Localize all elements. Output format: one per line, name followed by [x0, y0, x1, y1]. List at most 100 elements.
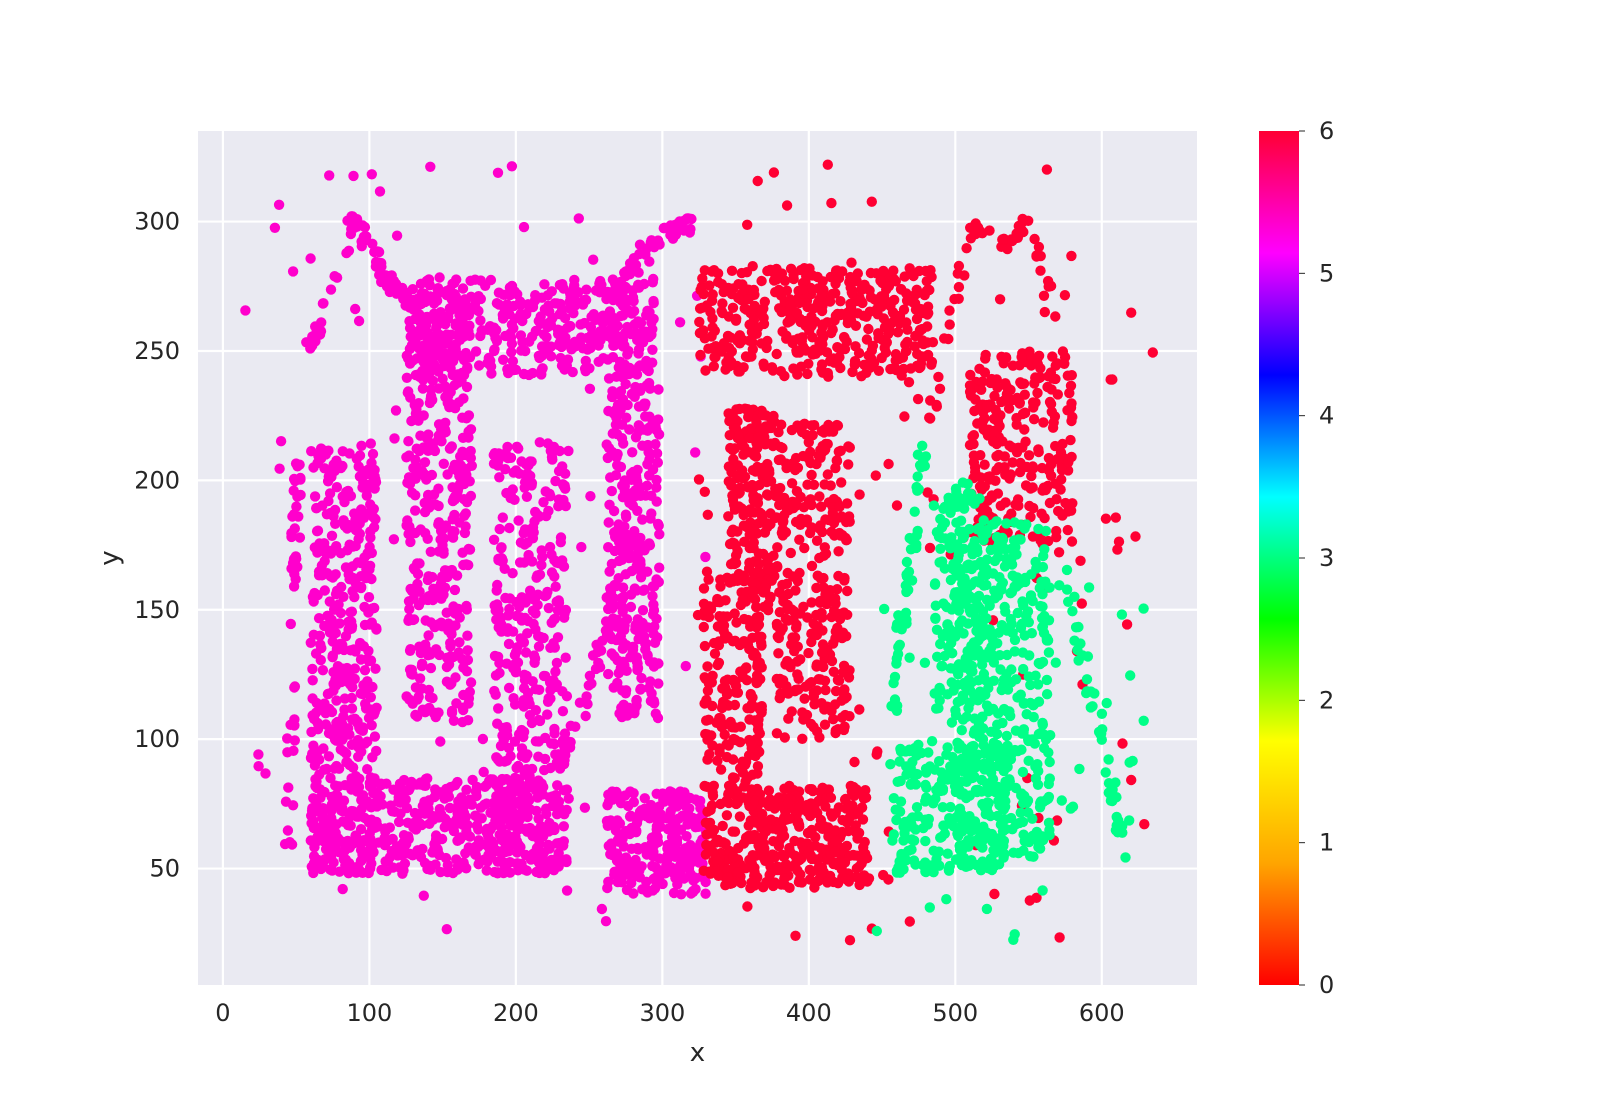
scatter-point: [270, 223, 280, 233]
scatter-point: [703, 574, 713, 584]
scatter-point: [777, 268, 787, 278]
scatter-point: [426, 384, 436, 394]
scatter-point: [349, 644, 359, 654]
scatter-point: [620, 790, 630, 800]
scatter-point: [694, 474, 704, 484]
scatter-point: [841, 535, 851, 545]
scatter-point: [370, 664, 380, 674]
scatter-point: [928, 337, 938, 347]
scatter-point: [826, 198, 836, 208]
scatter-point: [727, 266, 737, 276]
scatter-point: [314, 566, 324, 576]
scatter-point: [401, 691, 411, 701]
scatter-point: [375, 791, 385, 801]
scatter-point: [454, 637, 464, 647]
scatter-point: [407, 473, 417, 483]
scatter-point: [834, 352, 844, 362]
scatter-point: [818, 319, 828, 329]
scatter-point: [492, 846, 502, 856]
scatter-point: [439, 459, 449, 469]
scatter-point: [344, 574, 354, 584]
scatter-point: [310, 774, 320, 784]
scatter-point: [559, 364, 569, 374]
scatter-point: [1039, 513, 1049, 523]
scatter-point: [899, 411, 909, 421]
scatter-point: [773, 648, 783, 658]
scatter-point: [550, 667, 560, 677]
scatter-point: [507, 320, 517, 330]
scatter-point: [559, 481, 569, 491]
scatter-point: [1033, 444, 1043, 454]
scatter-point: [328, 650, 338, 660]
scatter-point: [753, 432, 763, 442]
scatter-point: [792, 486, 802, 496]
scatter-point: [650, 421, 660, 431]
scatter-point: [812, 536, 822, 546]
scatter-point: [402, 373, 412, 383]
scatter-point: [745, 530, 755, 540]
scatter-point: [645, 676, 655, 686]
scatter-point: [549, 571, 559, 581]
scatter-point: [668, 234, 678, 244]
scatter-point: [504, 604, 514, 614]
scatter-point: [366, 438, 376, 448]
scatter-point: [410, 464, 420, 474]
scatter-point: [527, 332, 537, 342]
scatter-point: [515, 557, 525, 567]
scatter-point: [722, 690, 732, 700]
scatter-point: [616, 363, 626, 373]
scatter-point: [324, 612, 334, 622]
scatter-point: [628, 467, 638, 477]
scatter-point: [735, 330, 745, 340]
scatter-point: [798, 602, 808, 612]
scatter-point: [700, 487, 710, 497]
scatter-point: [1067, 412, 1077, 422]
scatter-point: [429, 811, 439, 821]
scatter-point: [733, 867, 743, 877]
scatter-point: [841, 874, 851, 884]
scatter-point: [792, 865, 802, 875]
scatter-point: [1066, 251, 1076, 261]
scatter-point: [1045, 397, 1055, 407]
scatter-point: [417, 684, 427, 694]
scatter-point: [746, 815, 756, 825]
scatter-point: [712, 597, 722, 607]
scatter-point: [725, 430, 735, 440]
scatter-point: [1029, 234, 1039, 244]
scatter-point: [426, 547, 436, 557]
scatter-point: [699, 866, 709, 876]
scatter-point: [709, 352, 719, 362]
scatter-point: [591, 640, 601, 650]
scatter-point: [783, 589, 793, 599]
scatter-point: [604, 373, 614, 383]
scatter-point: [764, 801, 774, 811]
scatter-point: [706, 730, 716, 740]
scatter-point: [622, 400, 632, 410]
scatter-point: [926, 360, 936, 370]
scatter-point: [770, 877, 780, 887]
scatter-point: [833, 571, 843, 581]
scatter-point: [361, 703, 371, 713]
scatter-point: [602, 800, 612, 810]
scatter-point: [527, 718, 537, 728]
scatter-point: [702, 661, 712, 671]
scatter-point: [690, 447, 700, 457]
scatter-point: [522, 593, 532, 603]
scatter-point: [837, 633, 847, 643]
scatter-point: [803, 359, 813, 369]
scatter-point: [460, 294, 470, 304]
scatter-point: [727, 490, 737, 500]
scatter-point: [426, 365, 436, 375]
scatter-point: [409, 563, 419, 573]
scatter-point: [467, 775, 477, 785]
scatter-point: [502, 730, 512, 740]
scatter-point: [764, 785, 774, 795]
scatter-point: [790, 465, 800, 475]
scatter-point: [866, 292, 876, 302]
scatter-point: [365, 853, 375, 863]
scatter-point: [473, 306, 483, 316]
scatter-point: [538, 497, 548, 507]
scatter-point: [520, 346, 530, 356]
scatter-point: [405, 358, 415, 368]
scatter-point: [356, 582, 366, 592]
